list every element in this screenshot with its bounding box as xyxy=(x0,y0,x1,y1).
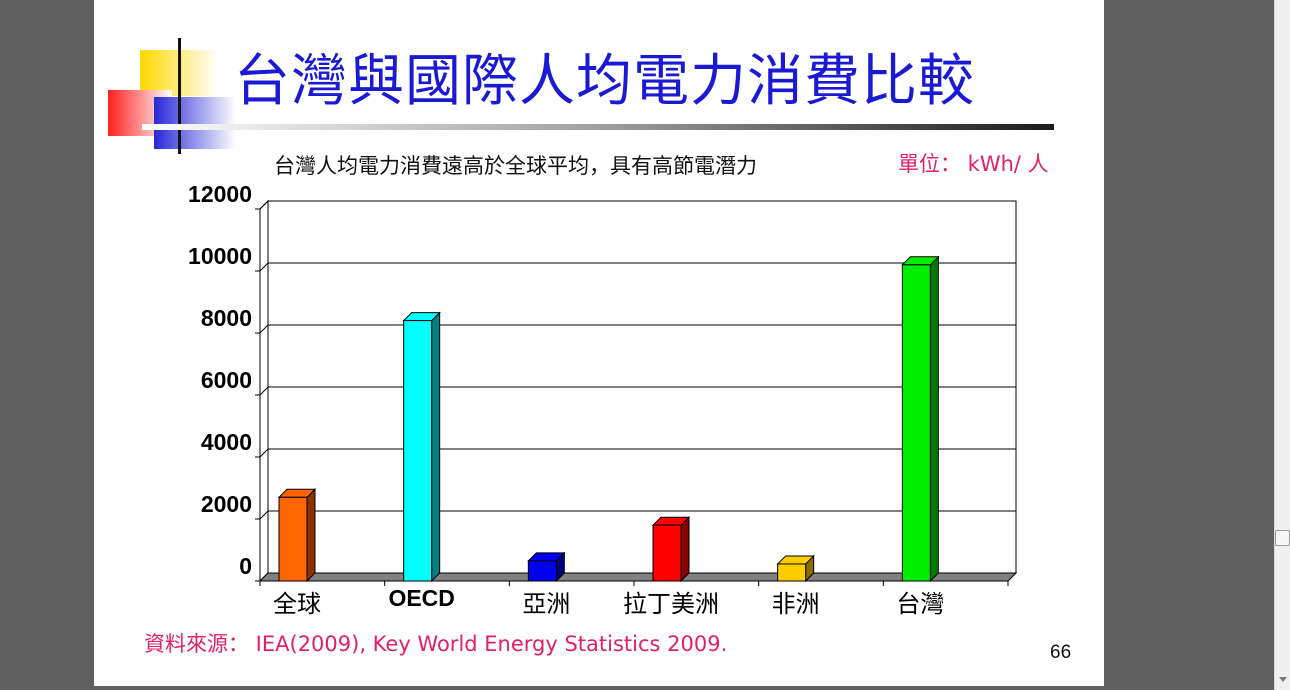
title-underline xyxy=(142,124,1054,130)
bar-2 xyxy=(527,560,557,582)
gridline-depth xyxy=(259,200,269,210)
slide-page: 台灣與國際人均電力消費比較 台灣人均電力消費遠高於全球平均，具有高節電潛力 單位… xyxy=(94,0,1104,686)
y-tick-label: 10000 xyxy=(188,243,252,269)
bar-0 xyxy=(278,496,308,582)
title-decoration xyxy=(108,38,1054,154)
bar-1 xyxy=(403,320,433,582)
x-tick-label: 台灣 xyxy=(896,590,944,618)
bar-5 xyxy=(901,264,931,582)
bar-side-3 xyxy=(680,515,690,583)
x-tick-label: 亞洲 xyxy=(522,590,570,618)
scrollbar-thumb[interactable] xyxy=(1275,530,1290,546)
gridline-depth xyxy=(259,510,269,520)
bar-3 xyxy=(652,524,682,582)
y-tick-label: 8000 xyxy=(201,305,252,331)
unit-label: 單位： kWh/ 人 xyxy=(898,152,1049,176)
source-note: 資料來源： IEA(2009), Key World Energy Statis… xyxy=(144,632,728,656)
vertical-bar xyxy=(178,38,181,154)
bar-side-5 xyxy=(929,255,939,583)
page-number: 66 xyxy=(1050,642,1072,663)
gridline-depth xyxy=(259,386,269,396)
y-tick-label: 12000 xyxy=(188,181,252,207)
slide-title: 台灣與國際人均電力消費比較 xyxy=(234,49,975,114)
gridline-depth xyxy=(259,262,269,272)
x-tick-label: 拉丁美洲 xyxy=(623,590,719,618)
bar-chart: 0 2000 4000 6000 8000 10000 12000 全球 OECD 亞洲 拉丁美洲 非… xyxy=(188,181,1018,618)
y-tick-label: 2000 xyxy=(201,491,252,517)
gridline-depth xyxy=(259,324,269,334)
blue-square xyxy=(154,97,236,149)
gridline-depth xyxy=(259,448,269,458)
y-tick-label: 0 xyxy=(239,553,252,579)
vertical-scrollbar[interactable] xyxy=(1274,0,1290,690)
y-tick-label: 4000 xyxy=(201,429,252,455)
x-tick-label: OECD xyxy=(388,585,454,611)
bar-side-0 xyxy=(306,488,316,583)
x-tick-label: 全球 xyxy=(273,590,321,618)
scroll-down-arrow-icon[interactable] xyxy=(1279,677,1287,682)
chart-subtitle: 台灣人均電力消費遠高於全球平均，具有高節電潛力 xyxy=(274,154,757,178)
x-tick-label: 非洲 xyxy=(772,590,820,618)
bar-4 xyxy=(777,563,807,582)
y-tick-label: 6000 xyxy=(201,367,252,393)
bar-side-1 xyxy=(431,311,441,583)
